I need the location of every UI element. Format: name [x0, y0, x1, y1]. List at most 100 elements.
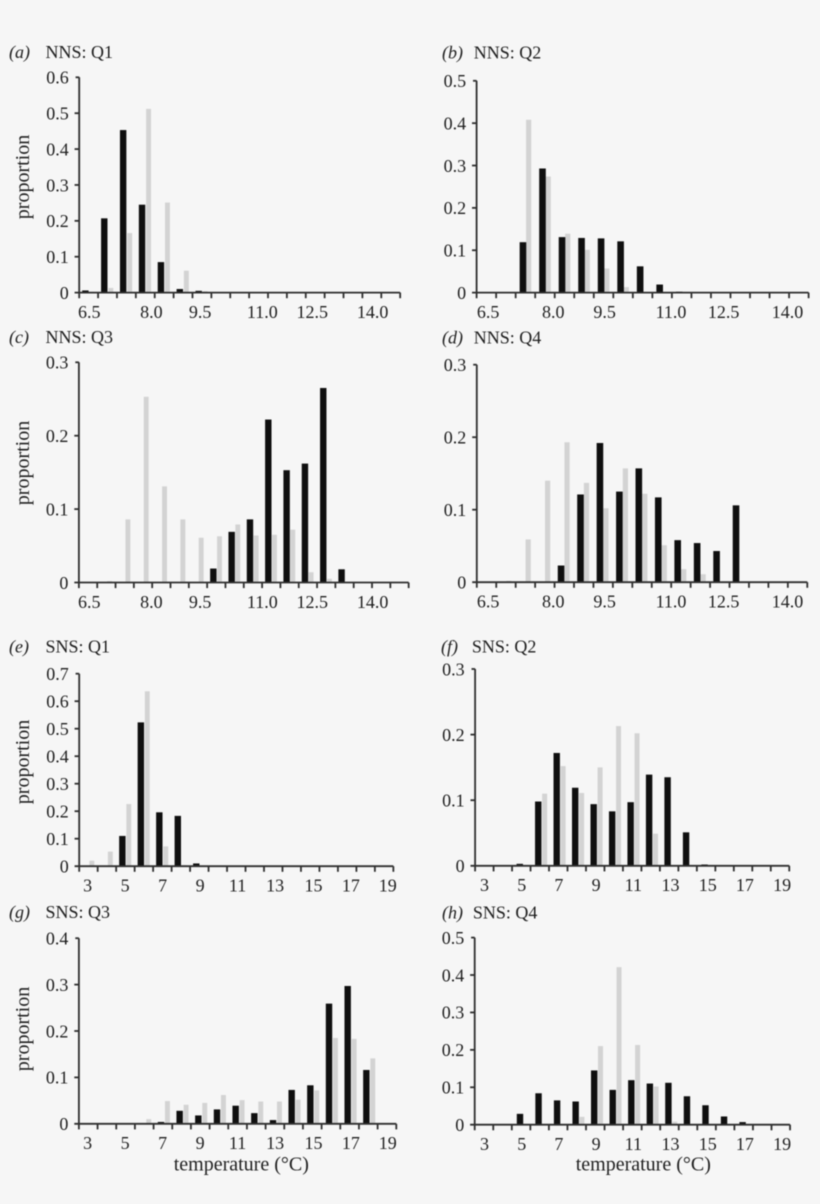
- svg-text:17: 17: [736, 875, 754, 895]
- svg-text:0: 0: [60, 857, 69, 877]
- svg-text:17: 17: [342, 876, 360, 896]
- svg-text:0.3: 0.3: [442, 1003, 465, 1023]
- svg-text:0: 0: [455, 1115, 464, 1135]
- svg-text:0.6: 0.6: [46, 692, 69, 712]
- svg-text:0.5: 0.5: [46, 719, 69, 739]
- svg-text:SNS: Q1: SNS: Q1: [46, 637, 111, 657]
- svg-text:0.2: 0.2: [444, 198, 467, 218]
- svg-text:9.5: 9.5: [593, 302, 616, 322]
- svg-text:9: 9: [196, 876, 205, 896]
- svg-text:0.6: 0.6: [46, 68, 69, 88]
- svg-text:0.1: 0.1: [442, 1078, 465, 1098]
- svg-text:9.5: 9.5: [593, 592, 616, 612]
- svg-text:0.1: 0.1: [442, 791, 465, 811]
- svg-text:9: 9: [592, 875, 601, 895]
- svg-text:15: 15: [699, 875, 717, 895]
- svg-text:6.5: 6.5: [78, 302, 101, 322]
- svg-text:9.5: 9.5: [189, 302, 212, 322]
- svg-text:19: 19: [773, 875, 791, 895]
- svg-text:13: 13: [266, 876, 284, 896]
- svg-text:17: 17: [342, 1133, 360, 1153]
- svg-text:8.0: 8.0: [542, 302, 565, 322]
- svg-text:11: 11: [625, 1134, 642, 1154]
- svg-text:7: 7: [158, 1133, 167, 1153]
- svg-text:proportion: proportion: [12, 987, 34, 1071]
- svg-text:14.0: 14.0: [357, 592, 389, 612]
- svg-text:12.5: 12.5: [297, 592, 329, 612]
- svg-text:15: 15: [305, 876, 323, 896]
- svg-text:0.3: 0.3: [46, 353, 69, 373]
- svg-text:0.1: 0.1: [444, 241, 467, 261]
- svg-text:0.4: 0.4: [46, 747, 69, 767]
- svg-text:0.4: 0.4: [46, 139, 69, 159]
- svg-text:12.5: 12.5: [297, 302, 329, 322]
- svg-text:temperature (°C): temperature (°C): [174, 1154, 309, 1176]
- svg-text:0.5: 0.5: [444, 71, 467, 91]
- svg-text:0.3: 0.3: [444, 355, 467, 375]
- svg-text:0.3: 0.3: [442, 659, 465, 679]
- svg-text:17: 17: [736, 1134, 754, 1154]
- svg-text:proportion: proportion: [12, 720, 34, 804]
- svg-text:14.0: 14.0: [357, 302, 389, 322]
- svg-text:19: 19: [379, 1133, 397, 1153]
- svg-text:9: 9: [196, 1133, 205, 1153]
- svg-text:15: 15: [699, 1134, 717, 1154]
- svg-text:proportion: proportion: [12, 421, 34, 505]
- svg-text:11.0: 11.0: [247, 302, 278, 322]
- svg-text:0.3: 0.3: [46, 975, 69, 995]
- svg-text:0.2: 0.2: [46, 426, 69, 446]
- svg-text:0.1: 0.1: [46, 247, 69, 267]
- svg-text:0.3: 0.3: [46, 175, 69, 195]
- svg-text:0.1: 0.1: [46, 829, 69, 849]
- svg-text:0.5: 0.5: [46, 104, 69, 124]
- svg-text:0.4: 0.4: [444, 113, 467, 133]
- svg-text:3: 3: [83, 876, 92, 896]
- svg-text:NNS: Q2: NNS: Q2: [474, 43, 542, 63]
- svg-text:11.0: 11.0: [656, 592, 687, 612]
- svg-text:9.5: 9.5: [189, 592, 212, 612]
- svg-text:0.1: 0.1: [46, 1068, 69, 1088]
- svg-text:5: 5: [517, 1134, 526, 1154]
- svg-text:0.7: 0.7: [46, 664, 69, 684]
- svg-text:14.0: 14.0: [772, 302, 804, 322]
- svg-text:0.2: 0.2: [442, 1040, 465, 1060]
- svg-text:7: 7: [554, 1134, 563, 1154]
- svg-text:14.0: 14.0: [772, 592, 804, 612]
- svg-text:0.2: 0.2: [46, 802, 69, 822]
- svg-text:proportion: proportion: [12, 135, 34, 219]
- svg-text:SNS: Q4: SNS: Q4: [473, 903, 538, 923]
- svg-text:6.5: 6.5: [477, 302, 500, 322]
- svg-text:9: 9: [592, 1134, 601, 1154]
- svg-text:0.3: 0.3: [46, 774, 69, 794]
- svg-text:temperature (°C): temperature (°C): [576, 1154, 711, 1176]
- svg-text:7: 7: [158, 876, 167, 896]
- svg-text:11: 11: [229, 876, 246, 896]
- svg-text:11.0: 11.0: [247, 592, 278, 612]
- svg-text:0: 0: [60, 283, 69, 303]
- svg-text:SNS: Q3: SNS: Q3: [46, 902, 111, 922]
- svg-text:(a): (a): [9, 42, 30, 63]
- svg-text:11: 11: [229, 1133, 246, 1153]
- svg-text:8.0: 8.0: [542, 592, 565, 612]
- svg-text:15: 15: [305, 1133, 323, 1153]
- svg-text:7: 7: [554, 875, 563, 895]
- svg-text:(b): (b): [442, 43, 463, 64]
- svg-text:0.5: 0.5: [442, 928, 465, 948]
- svg-text:SNS: Q2: SNS: Q2: [472, 637, 537, 657]
- svg-text:(h): (h): [442, 903, 463, 924]
- svg-text:8.0: 8.0: [140, 592, 163, 612]
- svg-text:0: 0: [457, 283, 466, 303]
- svg-text:0.4: 0.4: [442, 965, 465, 985]
- svg-text:3: 3: [83, 1133, 92, 1153]
- svg-text:0: 0: [457, 573, 466, 593]
- svg-text:3: 3: [480, 875, 489, 895]
- svg-text:0.2: 0.2: [442, 725, 465, 745]
- svg-text:13: 13: [266, 1133, 284, 1153]
- svg-text:0.2: 0.2: [46, 211, 69, 231]
- svg-text:11.0: 11.0: [656, 302, 687, 322]
- svg-text:0.1: 0.1: [444, 500, 467, 520]
- svg-text:(f): (f): [441, 637, 458, 658]
- svg-text:(e): (e): [9, 637, 29, 658]
- svg-text:(d): (d): [442, 328, 463, 349]
- svg-text:NNS: Q4: NNS: Q4: [474, 328, 542, 348]
